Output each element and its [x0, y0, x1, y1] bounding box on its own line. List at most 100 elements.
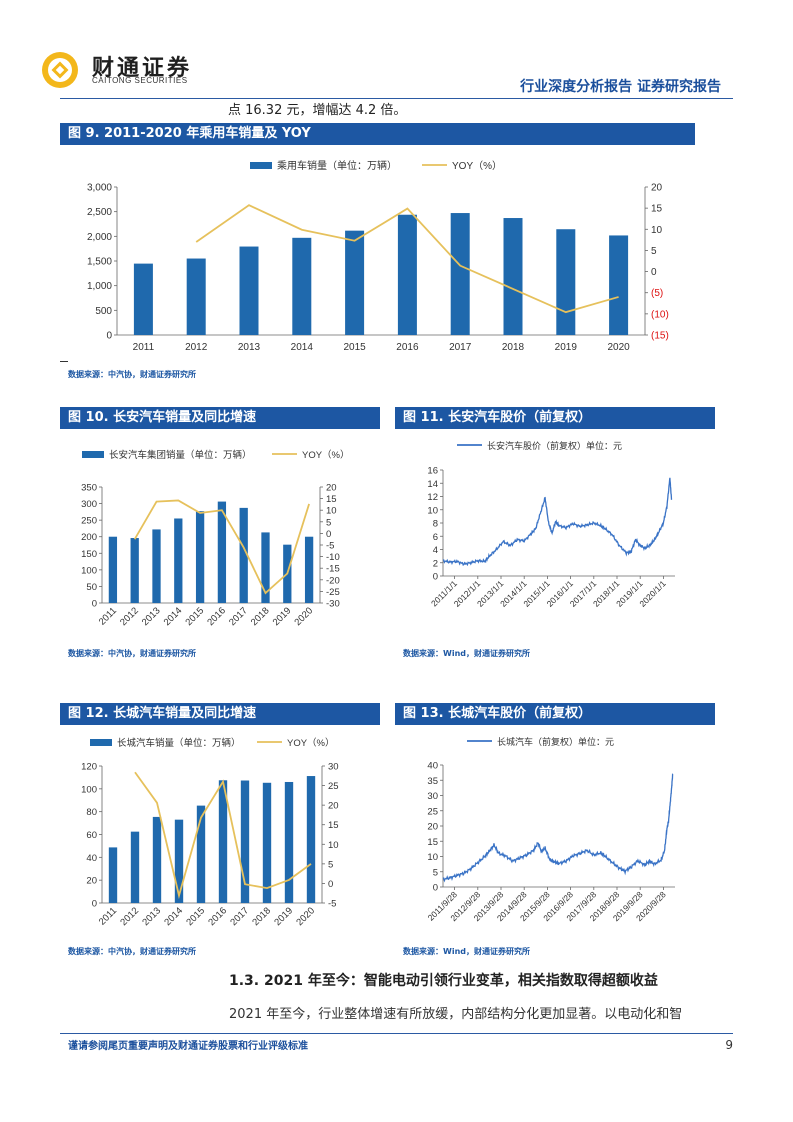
left-tick-label: 100: [81, 784, 97, 795]
right-tick-label: 30: [328, 762, 339, 773]
bar-2012: [186, 258, 206, 335]
right-tick-label: -5: [326, 541, 334, 552]
left-tick-label: 0: [92, 899, 97, 910]
left-tick-label: 350: [81, 483, 97, 494]
right-tick-label: -10: [326, 552, 340, 563]
legend-bar-swatch: [82, 451, 104, 458]
y-tick-label: 16: [427, 466, 438, 477]
x-tick-label: 2019: [555, 342, 578, 353]
figure-9-rule-mark: [60, 361, 68, 362]
footer-disclaimer: 谨请参阅尾页重要声明及财通证券股票和行业评级标准: [68, 1041, 308, 1052]
bar-2011: [108, 847, 118, 903]
x-tick-label: 2014: [291, 342, 314, 353]
left-tick-label: 1,500: [87, 257, 112, 268]
right-tick-label: (5): [651, 288, 663, 299]
figure-9-chart: 乘用车销量（单位：万辆） YOY（%） 0 500 1,000 1,500 2,000 2,5…: [87, 159, 669, 353]
right-tick-label: 20: [651, 183, 663, 194]
x-tick-label: 2013: [238, 342, 261, 353]
bar-2016: [218, 780, 228, 903]
right-tick-label: 15: [651, 204, 663, 215]
right-tick-label: 10: [651, 225, 663, 236]
bar-2012: [130, 538, 139, 603]
bar-2015: [196, 805, 206, 903]
bar-2011: [133, 263, 153, 335]
figure-12-title: 图 12. 长城汽车销量及同比增速: [60, 703, 380, 725]
x-tick-label: 2018: [502, 342, 525, 353]
figure-10-source: 数据来源：中汽协，财通证券研究所: [68, 649, 196, 658]
x-tick-label: 2018: [250, 905, 273, 928]
right-tick-label: -20: [326, 575, 340, 586]
figure-12-chart: 长城汽车销量（单位：万辆） YOY（%） 0 20 40 60 80 100 120 -5 0 5 10…: [81, 737, 339, 928]
bar-2017: [239, 507, 248, 603]
x-tick-label: 2016: [205, 605, 228, 628]
x-tick-label: 2012: [118, 905, 141, 928]
x-tick-label: 2018: [249, 605, 272, 628]
figure-9-source: 数据来源：中汽协，财通证券研究所: [68, 370, 196, 379]
x-tick-label: 2019: [271, 605, 294, 628]
y-tick-label: 30: [427, 791, 438, 802]
right-tick-label: -5: [328, 899, 336, 910]
left-tick-label: 150: [81, 549, 97, 560]
x-tick-label: 2011: [97, 605, 119, 627]
x-tick-label: 2013: [140, 605, 163, 628]
right-tick-label: 15: [326, 494, 337, 505]
y-tick-label: 25: [427, 806, 438, 817]
left-tick-label: 0: [106, 331, 112, 342]
x-tick-label: 2017: [228, 905, 251, 928]
left-tick-label: 0: [92, 599, 97, 610]
right-tick-label: 15: [328, 820, 339, 831]
left-tick-label: 80: [86, 807, 97, 818]
bar-2017: [450, 213, 470, 335]
bar-2020: [609, 235, 629, 335]
right-tick-label: 25: [328, 781, 339, 792]
page-number: 9: [725, 1038, 733, 1052]
legend-price-label: 长城汽车（前复权）单位：元: [497, 736, 614, 747]
x-tick-label: 2015: [343, 342, 366, 353]
right-tick-label: -30: [326, 599, 340, 610]
y-tick-label: 35: [427, 776, 438, 787]
logo-english-name: CAITONG SECURITIES: [92, 76, 188, 85]
y-tick-label: 10: [427, 505, 438, 516]
bar-2013: [239, 246, 259, 335]
body-paragraph: 2021 年至今，行业整体增速有所放缓，内部结构分化更加显著。以电动化和智: [229, 1007, 683, 1022]
price-line: [442, 773, 674, 883]
figure-13-title: 图 13. 长城汽车股价（前复权）: [395, 703, 715, 725]
y-tick-label: 14: [427, 479, 438, 490]
bar-2020: [306, 776, 316, 903]
left-tick-label: 50: [86, 582, 97, 593]
figure-11-chart: 长安汽车股价（前复权）单位：元02468101214162011/1/12012…: [427, 440, 675, 609]
left-tick-label: 120: [81, 762, 97, 773]
bar-2017: [240, 780, 250, 903]
right-tick-label: 5: [326, 517, 331, 528]
left-tick-label: 300: [81, 499, 97, 510]
y-tick-label: 15: [427, 837, 438, 848]
bar-2013: [152, 529, 161, 603]
figure-11-title: 图 11. 长安汽车股价（前复权）: [395, 407, 715, 429]
bar-2013: [152, 816, 162, 903]
left-tick-label: 250: [81, 516, 97, 527]
right-tick-label: 0: [328, 879, 333, 890]
x-tick-label: 2019: [272, 905, 295, 928]
bar-2018: [261, 532, 270, 603]
left-tick-label: 2,000: [87, 232, 112, 243]
y-tick-label: 8: [433, 519, 438, 530]
y-tick-label: 20: [427, 822, 438, 833]
report-type-title: 行业深度分析报告 证券研究报告: [520, 79, 721, 95]
right-tick-label: 10: [328, 840, 339, 851]
left-tick-label: 2,500: [87, 207, 112, 218]
price-line: [442, 477, 673, 567]
x-tick-label: 2012: [118, 605, 141, 628]
legend-bar-swatch: [250, 162, 272, 169]
x-tick-label: 2016: [396, 342, 419, 353]
x-tick-label: 2014: [162, 905, 185, 928]
legend-bar-label: 长城汽车销量（单位：万辆）: [117, 737, 241, 749]
figure-10-chart: 长安汽车集团销量（单位：万辆） YOY（%）0501001502002503003…: [81, 449, 349, 628]
bar-2012: [130, 831, 140, 903]
y-tick-label: 40: [427, 761, 438, 772]
y-tick-label: 6: [433, 532, 438, 543]
section-heading: 1.3. 2021 年至今：智能电动引领行业变革，相关指数取得超额收益: [229, 973, 658, 989]
yoy-line: [195, 204, 619, 314]
right-tick-label: (10): [651, 309, 669, 320]
legend-bar-label: 乘用车销量（单位：万辆）: [277, 159, 397, 172]
right-tick-label: 5: [651, 246, 657, 257]
